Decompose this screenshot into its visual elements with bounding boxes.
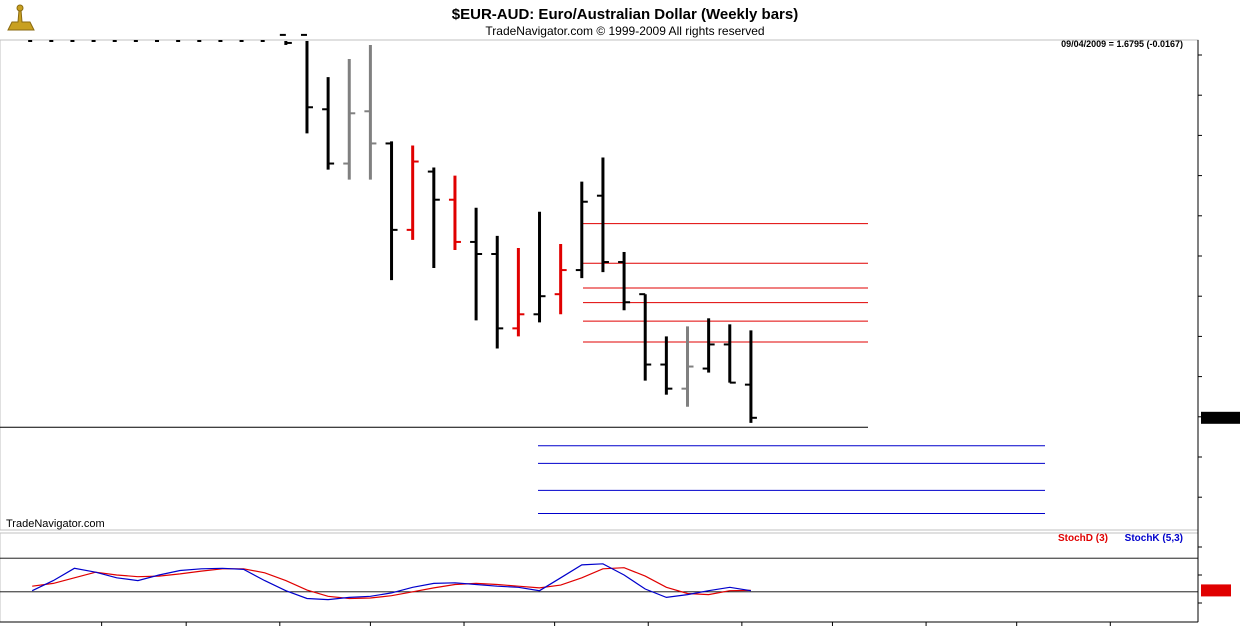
- ohlc-bar: [681, 326, 694, 407]
- ohlc-bar: [470, 207, 483, 321]
- stochk-line: [31, 563, 751, 601]
- last-price-box: [1201, 411, 1240, 424]
- ohlc-bar: [723, 324, 736, 384]
- chart-copyright: TradeNavigator.com © 1999-2009 All right…: [485, 24, 764, 38]
- ohlc-bar: [702, 318, 715, 373]
- ohlc-bar: [491, 235, 504, 349]
- ohlc-bar: [575, 181, 588, 279]
- legend-stochd: StochD (3): [1058, 533, 1108, 544]
- ohlc-bar: [343, 59, 356, 180]
- ohlc-bar: [385, 141, 398, 281]
- ohlc-bar: [427, 167, 440, 269]
- last-stoch-box: [1201, 584, 1231, 597]
- ohlc-bar: [512, 247, 525, 337]
- ohlc-bar: [406, 145, 419, 240]
- ohlc-bar: [596, 157, 609, 273]
- ohlc-bar: [322, 77, 335, 170]
- watermark: TradeNavigator.com: [6, 518, 105, 530]
- legend-stochk: StochK (5,3): [1125, 533, 1183, 544]
- ohlc-bar: [364, 44, 377, 180]
- ohlc-bar: [533, 211, 546, 323]
- trade-navigator-logo-icon: [7, 4, 35, 31]
- ohlc-bar: [618, 251, 631, 311]
- ohlc-bar: [660, 336, 673, 395]
- chart-title: $EUR-AUD: Euro/Australian Dollar (Weekly…: [452, 6, 798, 23]
- ohlc-bar: [279, 33, 292, 45]
- ohlc-bar: [554, 243, 567, 315]
- ohlc-bar: [448, 175, 461, 250]
- ohlc-bar: [639, 293, 652, 381]
- price-readout: 09/04/2009 = 1.6795 (-0.0167): [1061, 39, 1183, 49]
- ohlc-bar: [744, 330, 757, 423]
- ohlc-bar: [300, 33, 313, 134]
